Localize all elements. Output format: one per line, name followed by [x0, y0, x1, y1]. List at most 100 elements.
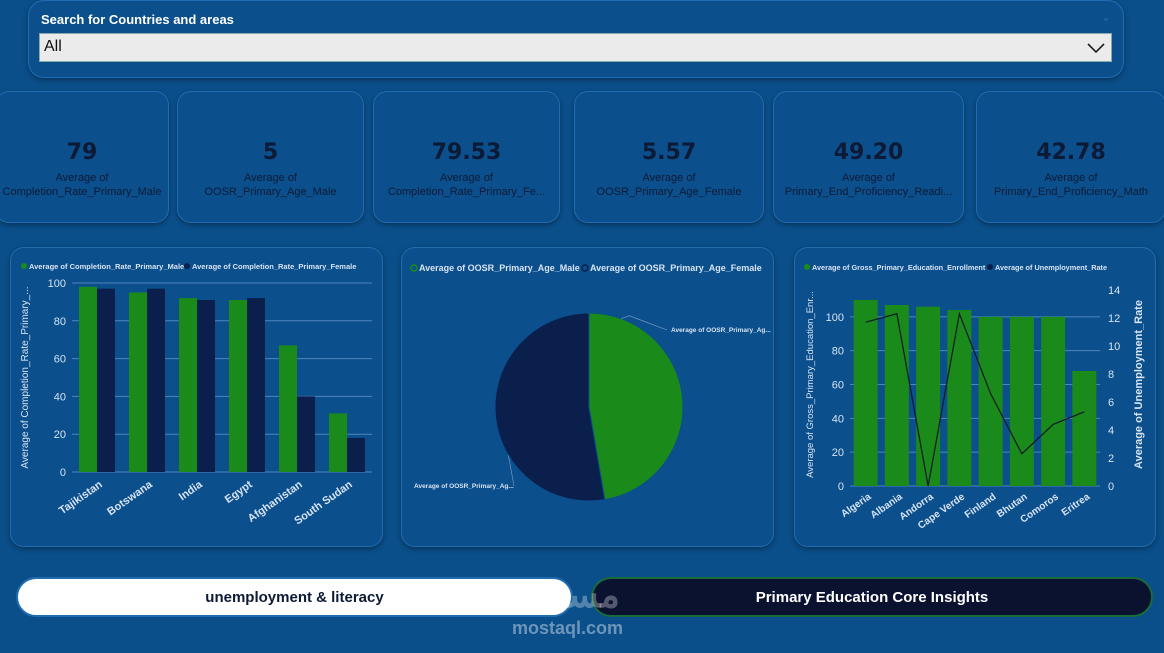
y2-tick-label: 10: [1108, 341, 1120, 353]
bar-enrollment: [1009, 316, 1034, 486]
bar-enrollment: [884, 304, 909, 486]
x-tick-label: Tajikistan: [57, 478, 105, 517]
bar-female: [297, 396, 315, 472]
kpi-card-reading-proficiency: 49.20 Average of Primary_End_Proficiency…: [773, 91, 964, 223]
bar-enrollment: [853, 299, 878, 486]
kpi-value: 5.57: [641, 140, 697, 165]
kpi-label: Average of: [55, 172, 109, 184]
kpi-value: 42.78: [1036, 140, 1106, 165]
x-tick-label: India: [177, 478, 206, 503]
legend-marker: [987, 264, 993, 270]
kpi-card-oosr-male: 5 Average of OOSR_Primary_Age_Male: [177, 91, 364, 223]
kpi-card-completion-female: 79.53 Average of Completion_Rate_Primary…: [373, 91, 560, 223]
y-tick-label: 20: [54, 429, 66, 441]
bar-enrollment: [947, 310, 972, 486]
legend-label: Average of OOSR_Primary_Age_Male: [419, 263, 580, 273]
y2-tick-label: 14: [1108, 285, 1120, 297]
legend-label: Average of Unemployment_Rate: [995, 263, 1107, 272]
pie-slice-male: [588, 312, 684, 501]
y2-tick-label: 4: [1108, 425, 1114, 437]
legend-label: Average of Completion_Rate_Primary_Male: [29, 262, 184, 271]
y2-tick-label: 6: [1108, 397, 1114, 409]
y-tick-label: 40: [54, 391, 66, 403]
x-tick-label: Eritrea: [1060, 491, 1093, 518]
bar-female: [347, 437, 365, 472]
y2-tick-label: 12: [1108, 313, 1120, 325]
kpi-card-completion-male: 79 Average of Completion_Rate_Primary_Ma…: [0, 91, 169, 223]
legend-marker: [184, 263, 190, 269]
kpi-label: Primary_End_Proficiency_Math: [993, 186, 1149, 198]
filter-title: Search for Countries and areas: [41, 12, 234, 27]
oosr-pie-chart: Average of OOSR_Primary_Age_Male Average …: [410, 263, 771, 502]
kpi-value: 5: [262, 140, 279, 165]
completion-rate-bar-chart: Average of Completion_Rate_Primary_Male A…: [20, 262, 372, 527]
kpi-label: Average of: [1044, 172, 1098, 184]
y-tick-label: 0: [838, 481, 844, 493]
enrollment-unemployment-chart[interactable]: Average of Gross_Primary_Education_Enrol…: [794, 247, 1156, 547]
unemployment-literacy-button[interactable]: unemployment & literacy: [16, 577, 573, 617]
bar-male: [229, 300, 247, 472]
completion-rate-chart[interactable]: Average of Completion_Rate_Primary_Male A…: [10, 247, 383, 547]
bar-enrollment: [1072, 370, 1097, 486]
leader-line: [508, 455, 515, 487]
bar-male: [179, 298, 197, 472]
kpi-label: Completion_Rate_Primary_Male: [2, 186, 162, 198]
legend-marker: [804, 264, 810, 270]
primary-education-insights-button[interactable]: Primary Education Core Insights: [591, 577, 1153, 617]
y2-tick-label: 0: [1108, 481, 1114, 493]
legend-label: Average of Completion_Rate_Primary_Femal…: [192, 262, 356, 271]
bar-female: [147, 288, 165, 472]
y-tick-label: 80: [832, 346, 844, 358]
kpi-label: Average of: [642, 172, 696, 184]
kpi-label: Primary_End_Proficiency_Readi...: [784, 186, 953, 198]
kpi-label: OOSR_Primary_Age_Male: [204, 186, 337, 198]
y-tick-label: 60: [832, 380, 844, 392]
kpi-label: Average of: [439, 172, 493, 184]
bar-male: [329, 413, 347, 472]
watermark-logo: مستقل: [512, 574, 620, 615]
bar-female: [97, 288, 115, 472]
kpi-value: 79.53: [431, 140, 502, 165]
x-tick-label: Algeria: [839, 491, 873, 520]
bar-enrollment: [1041, 316, 1066, 486]
oosr-pie-chart-panel[interactable]: Average of OOSR_Primary_Age_Male Average …: [401, 247, 774, 547]
data-label: Average of OOSR_Primary_Ag...: [671, 327, 771, 334]
country-select-dropdown[interactable]: All: [39, 33, 1112, 62]
y-axis-title: Average of Completion_Rate_Primary_...: [20, 286, 31, 468]
legend-marker: [410, 264, 418, 272]
bar-male: [129, 292, 147, 472]
pie-slice-female: [494, 312, 606, 502]
y2-axis-title: Average of Unemployment_Rate: [1133, 300, 1145, 469]
leader-line: [621, 315, 668, 331]
bar-female: [247, 298, 265, 472]
bar-enrollment: [978, 316, 1003, 486]
selected-value: All: [44, 38, 62, 55]
legend-marker: [581, 264, 589, 272]
chevron-down-icon[interactable]: [1087, 42, 1105, 54]
y-tick-label: 20: [832, 447, 844, 459]
enrollment-unemployment-combo-chart: Average of Gross_Primary_Education_Enrol…: [804, 263, 1145, 532]
y-tick-label: 100: [48, 278, 66, 290]
kpi-card-math-proficiency: 42.78 Average of Primary_End_Proficiency…: [976, 91, 1164, 223]
y-tick-label: 80: [54, 316, 66, 328]
x-tick-label: Botswana: [105, 478, 155, 518]
x-tick-label: Finland: [963, 491, 998, 520]
y2-tick-label: 8: [1108, 369, 1114, 381]
kpi-value: 79: [66, 140, 98, 165]
country-filter-panel: Search for Countries and areas ⌄ All: [28, 0, 1124, 78]
watermark-text: mostaql.com: [512, 618, 624, 638]
legend-label: Average of Gross_Primary_Education_Enrol…: [812, 263, 986, 272]
data-label: Average of OOSR_Primary_Ag...: [414, 483, 514, 490]
kpi-label: Completion_Rate_Primary_Fe...: [387, 186, 546, 198]
legend-label: Average of OOSR_Primary_Age_Female: [590, 263, 762, 273]
chevron-down-icon[interactable]: ⌄: [1100, 10, 1111, 24]
unemployment-line: [865, 311, 1085, 487]
legend-marker: [21, 263, 27, 269]
y-tick-label: 60: [54, 354, 66, 366]
y-axis-title: Average of Gross_Primary_Education_Enr..…: [805, 291, 816, 478]
bar-male: [79, 286, 97, 472]
bar-female: [197, 300, 215, 472]
kpi-label: Average of: [841, 172, 895, 184]
y-tick-label: 0: [60, 467, 66, 479]
kpi-card-oosr-female: 5.57 Average of OOSR_Primary_Age_Female: [574, 91, 764, 223]
